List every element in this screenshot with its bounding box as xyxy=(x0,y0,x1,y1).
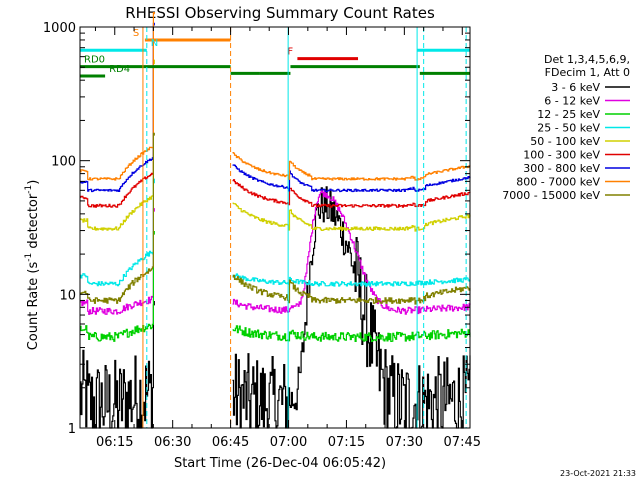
annotations-group: S N F RD0 RD4 xyxy=(80,27,470,428)
x-tick-label: 07:00 xyxy=(270,435,307,450)
legend-entry-label: 50 - 100 keV xyxy=(530,135,600,148)
series-line xyxy=(80,39,155,208)
plot-frame xyxy=(79,26,471,429)
x-tick-label: 07:45 xyxy=(444,435,481,450)
legend-entry-label: 12 - 25 keV xyxy=(537,108,600,121)
x-tick-label: 07:30 xyxy=(386,435,423,450)
x-tick-label: 06:45 xyxy=(212,435,249,450)
series-line xyxy=(232,190,471,315)
y-axis-label: Count Rate (s-1 detector-1) xyxy=(24,180,41,351)
chart-title: RHESSI Observing Summary Count Rates xyxy=(125,4,435,22)
series-line xyxy=(80,208,155,315)
series-line xyxy=(80,132,155,304)
legend-entry-label: 25 - 50 keV xyxy=(537,122,600,135)
legend-header: FDecim 1, Att 0 xyxy=(545,66,630,79)
legend-header: Det 1,3,4,5,6,9, xyxy=(544,53,630,66)
x-axis-label: Start Time (26-Dec-04 06:05:42) xyxy=(174,456,386,471)
legend-entry-label: 6 - 12 keV xyxy=(544,95,600,108)
flare-label: F xyxy=(287,47,293,58)
x-tick-label: 06:15 xyxy=(96,435,133,450)
series-line xyxy=(232,325,471,342)
footer-date: 23-Oct-2021 21:33 xyxy=(560,469,636,478)
legend-entry-label: 800 - 7000 keV xyxy=(516,176,600,189)
y-tick-label: 10 xyxy=(59,288,76,303)
saa-label: S xyxy=(133,28,139,39)
legend-entry-label: 100 - 300 keV xyxy=(523,149,600,162)
night-label: N xyxy=(151,38,158,49)
series-line xyxy=(232,164,471,193)
series-line xyxy=(232,152,471,181)
legend: Det 1,3,4,5,6,9,FDecim 1, Att 0 3 - 6 keV… xyxy=(502,53,630,202)
legend-entry-label: 300 - 800 keV xyxy=(523,162,600,175)
series-line xyxy=(232,273,471,287)
x-tick-label: 06:30 xyxy=(154,435,191,450)
series-line xyxy=(232,202,471,232)
series-line xyxy=(80,231,155,342)
rd4-label: RD4 xyxy=(109,64,130,75)
series-group xyxy=(80,12,471,429)
series-line xyxy=(232,186,471,429)
legend-entry-label: 3 - 6 keV xyxy=(551,81,600,94)
svg-text:Count Rate (s-1 detector-1): Count Rate (s-1 detector-1) xyxy=(24,180,41,351)
y-tick-label: 1 xyxy=(68,422,76,437)
series-line xyxy=(80,178,155,287)
x-tick-label: 07:15 xyxy=(328,435,365,450)
y-tick-label: 1000 xyxy=(43,21,76,36)
axes-group: 06:15 06:30 06:45 07:00 07:15 07:30 07:45 1 10 10… xyxy=(43,21,481,450)
y-tick-label: 100 xyxy=(51,155,76,170)
legend-entry-label: 7000 - 15000 keV xyxy=(502,189,600,202)
rd0-label: RD0 xyxy=(84,55,105,66)
series-line xyxy=(232,274,471,305)
series-line xyxy=(232,179,471,208)
